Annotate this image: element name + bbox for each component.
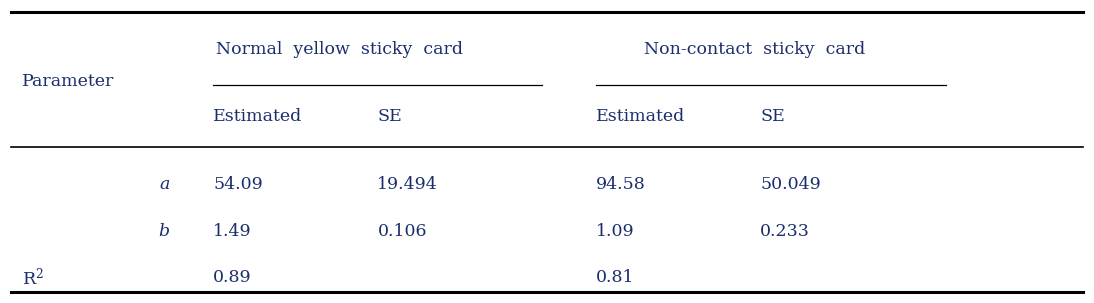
- Text: 54.09: 54.09: [213, 176, 263, 193]
- Text: 0.233: 0.233: [760, 223, 811, 240]
- Text: Non-contact  sticky  card: Non-contact sticky card: [644, 42, 865, 58]
- Text: SE: SE: [760, 108, 785, 125]
- Text: Parameter: Parameter: [22, 73, 114, 90]
- Text: 1.09: 1.09: [596, 223, 635, 240]
- Text: $\mathregular{R^2}$: $\mathregular{R^2}$: [22, 266, 44, 288]
- Text: 50.049: 50.049: [760, 176, 822, 193]
- Text: a: a: [160, 176, 170, 193]
- Text: 0.106: 0.106: [377, 223, 427, 240]
- Text: Estimated: Estimated: [596, 108, 686, 125]
- Text: 94.58: 94.58: [596, 176, 645, 193]
- Text: Normal  yellow  sticky  card: Normal yellow sticky card: [216, 42, 463, 58]
- Text: b: b: [159, 223, 170, 240]
- Text: 19.494: 19.494: [377, 176, 439, 193]
- Text: Estimated: Estimated: [213, 108, 303, 125]
- Text: 0.89: 0.89: [213, 269, 252, 286]
- Text: 0.81: 0.81: [596, 269, 635, 286]
- Text: SE: SE: [377, 108, 403, 125]
- Text: 1.49: 1.49: [213, 223, 252, 240]
